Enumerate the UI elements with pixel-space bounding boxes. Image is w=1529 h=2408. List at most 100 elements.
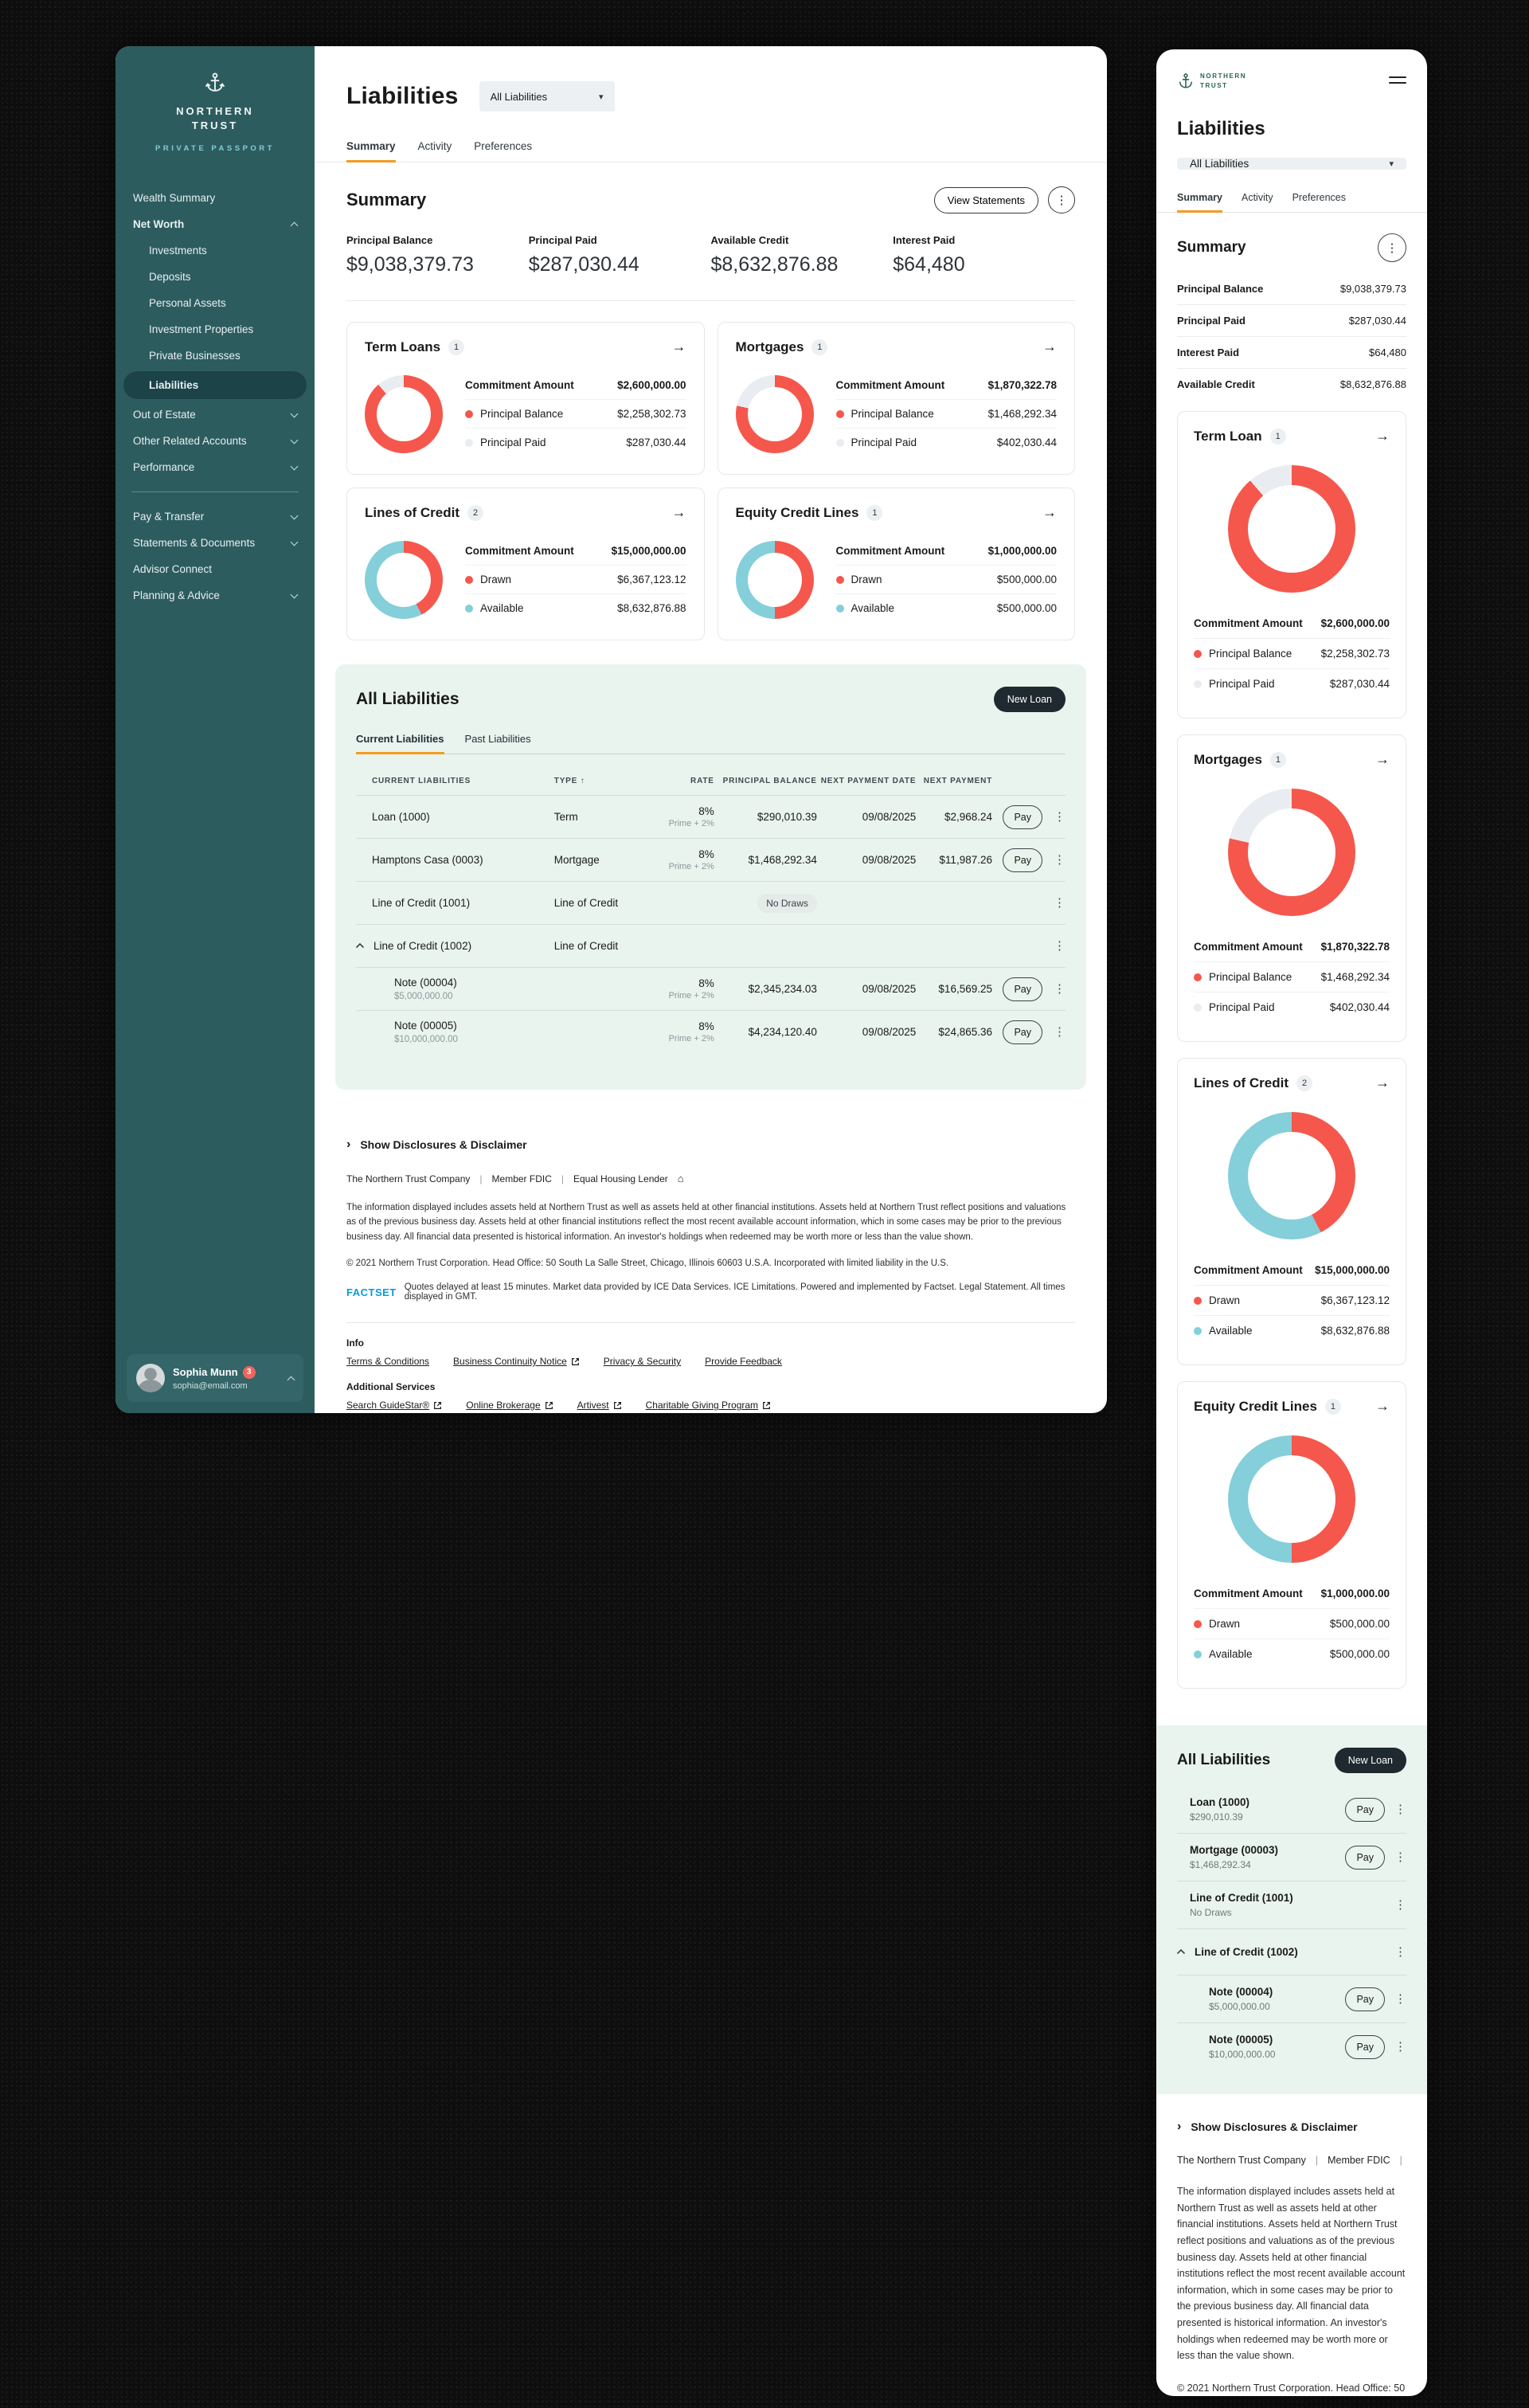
tab-preferences[interactable]: Preferences: [1292, 192, 1346, 203]
arrow-right-icon[interactable]: →: [1042, 339, 1057, 354]
company-line: The Northern Trust Company | Member FDIC |…: [1177, 2155, 1402, 2166]
chevron-down-icon: [290, 436, 299, 444]
liability-filter-dropdown[interactable]: All Liabilities ▾: [479, 81, 615, 112]
pay-button[interactable]: Pay: [1345, 2034, 1385, 2059]
sidebar-item-personal-assets[interactable]: Personal Assets: [149, 297, 226, 310]
sidebar-item-statements-documents[interactable]: Statements & Documents: [115, 530, 315, 556]
row-kebab-icon[interactable]: ⋮: [1054, 853, 1066, 867]
summary-heading: Summary: [1177, 239, 1246, 256]
link-charitable-giving[interactable]: Charitable Giving Program: [646, 1400, 771, 1411]
legend-dot-teal: [465, 604, 473, 613]
sidebar-item-private-businesses[interactable]: Private Businesses: [149, 350, 240, 362]
summary-kebab-button[interactable]: ⋮: [1048, 186, 1075, 213]
arrow-right-icon[interactable]: →: [671, 339, 686, 354]
tab-summary[interactable]: Summary: [1177, 192, 1222, 213]
new-loan-button[interactable]: New Loan: [993, 687, 1066, 712]
view-statements-button[interactable]: View Statements: [933, 186, 1038, 213]
row-kebab-icon[interactable]: ⋮: [1394, 1898, 1406, 1912]
link-search-guidestar[interactable]: Search GuideStar®: [346, 1400, 442, 1411]
external-link-icon: [545, 1401, 553, 1409]
sidebar-item-performance[interactable]: Performance: [115, 454, 315, 480]
user-profile-card[interactable]: Sophia Munn 3 sophia@email.com: [127, 1354, 303, 1402]
chevron-down-icon: [290, 462, 299, 471]
row-kebab-icon[interactable]: ⋮: [1054, 982, 1066, 996]
link-artivest[interactable]: Artivest: [577, 1400, 622, 1411]
pay-button[interactable]: Pay: [1345, 1797, 1385, 1822]
row-kebab-icon[interactable]: ⋮: [1394, 2040, 1406, 2054]
new-loan-button[interactable]: New Loan: [1334, 1748, 1406, 1773]
tab-past-liabilities[interactable]: Past Liabilities: [464, 733, 531, 745]
tab-activity[interactable]: Activity: [417, 140, 452, 152]
link-online-brokerage[interactable]: Online Brokerage: [466, 1400, 553, 1411]
tab-summary[interactable]: Summary: [346, 140, 396, 162]
sidebar-item-planning-advice[interactable]: Planning & Advice: [115, 582, 315, 609]
show-disclosures-toggle[interactable]: › Show Disclosures & Disclaimer: [1177, 2120, 1358, 2133]
sidebar-item-advisor-connect[interactable]: Advisor Connect: [133, 563, 213, 576]
stat-interest-paid: Interest Paid $64,480: [893, 234, 965, 276]
liability-cards: Term Loan 1 → Commitment Amount $2,600,00…: [1156, 406, 1427, 1705]
pay-button[interactable]: Pay: [1003, 848, 1042, 872]
summary-kebab-button[interactable]: ⋮: [1378, 233, 1406, 262]
pay-button[interactable]: Pay: [1003, 805, 1042, 829]
row-kebab-icon[interactable]: ⋮: [1054, 896, 1066, 910]
tab-current-liabilities[interactable]: Current Liabilities: [356, 733, 444, 754]
pay-button[interactable]: Pay: [1003, 1020, 1042, 1044]
main-content: Liabilities All Liabilities ▾ Summary Ac…: [315, 46, 1107, 1413]
lines-of-credit-donut-chart: [1228, 1112, 1355, 1239]
collapse-caret-icon[interactable]: [1177, 1948, 1185, 1956]
link-business-continuity[interactable]: Business Continuity Notice: [453, 1356, 580, 1367]
table-row-expandable: Line of Credit (1002) Line of Credit ⋮: [356, 924, 1066, 967]
show-disclosures-toggle[interactable]: › Show Disclosures & Disclaimer: [346, 1137, 527, 1151]
sidebar-item-out-of-estate[interactable]: Out of Estate: [115, 401, 315, 428]
row-kebab-icon[interactable]: ⋮: [1054, 939, 1066, 953]
sidebar-item-wealth-summary[interactable]: Wealth Summary: [133, 192, 216, 205]
pay-button[interactable]: Pay: [1003, 977, 1042, 1001]
arrow-right-icon[interactable]: →: [1042, 504, 1057, 520]
chevron-up-icon: [287, 1376, 295, 1384]
link-privacy-security[interactable]: Privacy & Security: [603, 1356, 682, 1368]
sidebar-item-investments[interactable]: Investments: [149, 245, 207, 257]
arrow-right-icon[interactable]: →: [1375, 751, 1390, 767]
divider: [346, 300, 1075, 301]
row-kebab-icon[interactable]: ⋮: [1054, 810, 1066, 824]
list-item-note: Note (00004) $5,000,000.00 Pay ⋮: [1177, 1975, 1406, 2023]
sidebar-item-deposits[interactable]: Deposits: [149, 271, 191, 284]
tab-preferences[interactable]: Preferences: [474, 140, 533, 152]
collapse-caret-icon[interactable]: [356, 942, 364, 950]
link-provide-feedback[interactable]: Provide Feedback: [705, 1356, 782, 1368]
pay-button[interactable]: Pay: [1345, 1845, 1385, 1870]
arrow-right-icon[interactable]: →: [1375, 1075, 1390, 1090]
row-kebab-icon[interactable]: ⋮: [1394, 1992, 1406, 2006]
sidebar-nav: Wealth Summary Net Worth Investments Dep…: [115, 185, 315, 609]
row-kebab-icon[interactable]: ⋮: [1394, 1850, 1406, 1864]
tab-activity[interactable]: Activity: [1241, 192, 1273, 203]
card-term-loan: Term Loan 1 → Commitment Amount $2,600,00…: [1177, 411, 1406, 718]
arrow-right-icon[interactable]: →: [1375, 1398, 1390, 1414]
sidebar-item-liabilities[interactable]: Liabilities: [123, 371, 307, 400]
list-item-note: Note (00005) $10,000,000.00 Pay ⋮: [1209, 2034, 1406, 2060]
arrow-right-icon[interactable]: →: [1375, 428, 1390, 444]
sidebar-item-investment-properties[interactable]: Investment Properties: [149, 323, 254, 336]
card-lines-of-credit: Lines of Credit 2 → Commitment Amount $15…: [346, 487, 705, 640]
page-title: Liabilities: [1177, 118, 1265, 139]
info-heading: Info: [346, 1337, 364, 1349]
arrow-right-icon[interactable]: →: [671, 504, 686, 520]
sidebar-item-pay-transfer[interactable]: Pay & Transfer: [115, 503, 315, 530]
row-kebab-icon[interactable]: ⋮: [1054, 1025, 1066, 1039]
page-title: Liabilities: [346, 83, 459, 109]
stat-row: Interest Paid $64,480: [1177, 337, 1406, 369]
avatar: [136, 1364, 165, 1392]
card-lines-of-credit: Lines of Credit 2 → Commitment Amount $15…: [1177, 1058, 1406, 1365]
legend-dot-red: [1194, 973, 1202, 981]
sidebar-item-net-worth[interactable]: Net Worth: [115, 211, 315, 237]
menu-icon[interactable]: [1389, 72, 1406, 88]
row-kebab-icon[interactable]: ⋮: [1394, 1945, 1406, 1959]
link-terms-conditions[interactable]: Terms & Conditions: [346, 1356, 430, 1368]
liability-filter-dropdown[interactable]: All Liabilities ▾: [1177, 158, 1406, 170]
sidebar-item-other-related-accounts[interactable]: Other Related Accounts: [115, 428, 315, 454]
sort-column-type[interactable]: TYPE ↑: [553, 777, 585, 785]
row-kebab-icon[interactable]: ⋮: [1394, 1803, 1406, 1816]
pay-button[interactable]: Pay: [1345, 1987, 1385, 2011]
notification-badge: 3: [242, 1365, 256, 1379]
list-item: Line of Credit (1001) No Draws ⋮: [1177, 1881, 1406, 1929]
